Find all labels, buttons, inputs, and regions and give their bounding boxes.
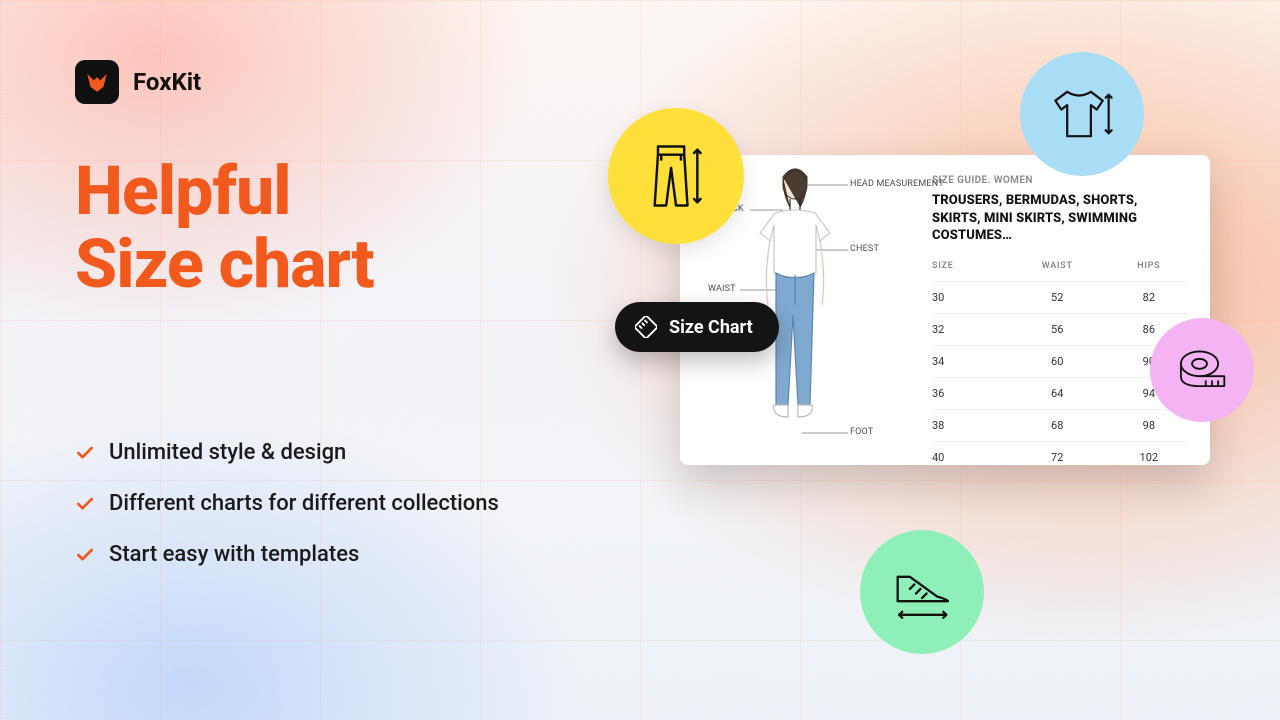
guide-eyebrow: SIZE GUIDE. WOMEN <box>932 175 1188 186</box>
shoe-icon <box>884 554 960 630</box>
check-icon <box>75 494 95 514</box>
feature-item: Start easy with templates <box>75 542 499 567</box>
col-hips: HIPS <box>1110 261 1188 282</box>
measuring-tape-icon <box>1171 339 1233 401</box>
headline: Helpful Size chart <box>75 155 374 302</box>
table-cell: 36 <box>932 377 1005 409</box>
table-row: 366494 <box>932 377 1188 409</box>
table-cell: 52 <box>1005 281 1110 313</box>
fox-icon <box>84 69 110 95</box>
table-cell: 30 <box>932 281 1005 313</box>
table-cell: 102 <box>1110 441 1188 465</box>
table-cell: 40 <box>932 441 1005 465</box>
callout-waist: WAIST <box>708 284 736 294</box>
trousers-icon <box>635 135 717 217</box>
tshirt-icon <box>1045 77 1119 151</box>
brand-logo <box>75 60 119 104</box>
feature-list: Unlimited style & design Different chart… <box>75 440 499 567</box>
check-icon <box>75 545 95 565</box>
headline-line-2: Size chart <box>75 228 374 301</box>
table-cell: 32 <box>932 313 1005 345</box>
ruler-icon <box>635 316 657 338</box>
col-waist: WAIST <box>1005 261 1110 282</box>
table-row: 4072102 <box>932 441 1188 465</box>
guide-title: TROUSERS, BERMUDAS, SHORTS, SKIRTS, MINI… <box>932 192 1188 245</box>
badge-tshirt <box>1020 52 1144 176</box>
size-chart-button[interactable]: Size Chart <box>615 302 779 352</box>
table-cell: 34 <box>932 345 1005 377</box>
size-table-panel: SIZE GUIDE. WOMEN TROUSERS, BERMUDAS, SH… <box>910 155 1210 465</box>
feature-text: Unlimited style & design <box>109 440 346 465</box>
size-chart-label: Size Chart <box>669 317 753 338</box>
table-row: 305282 <box>932 281 1188 313</box>
check-icon <box>75 443 95 463</box>
table-cell: 56 <box>1005 313 1110 345</box>
callout-chest: CHEST <box>850 244 879 254</box>
table-row: 325686 <box>932 313 1188 345</box>
table-cell: 64 <box>1005 377 1110 409</box>
badge-tape <box>1150 318 1254 422</box>
feature-text: Different charts for different collectio… <box>109 491 499 516</box>
table-cell: 82 <box>1110 281 1188 313</box>
feature-item: Unlimited style & design <box>75 440 499 465</box>
table-cell: 68 <box>1005 409 1110 441</box>
callout-head: HEAD MEASUREMENT <box>850 179 944 189</box>
feature-item: Different charts for different collectio… <box>75 491 499 516</box>
callout-foot: FOOT <box>850 427 873 437</box>
headline-line-1: Helpful <box>75 155 374 228</box>
table-cell: 72 <box>1005 441 1110 465</box>
table-cell: 60 <box>1005 345 1110 377</box>
brand: FoxKit <box>75 60 201 104</box>
feature-text: Start easy with templates <box>109 542 359 567</box>
col-size: SIZE <box>932 261 1005 282</box>
marketing-slide: FoxKit Helpful Size chart Unlimited styl… <box>0 0 1280 720</box>
table-cell: 38 <box>932 409 1005 441</box>
badge-shoe <box>860 530 984 654</box>
table-row: 386898 <box>932 409 1188 441</box>
brand-name: FoxKit <box>133 68 201 96</box>
badge-trousers <box>608 108 744 244</box>
